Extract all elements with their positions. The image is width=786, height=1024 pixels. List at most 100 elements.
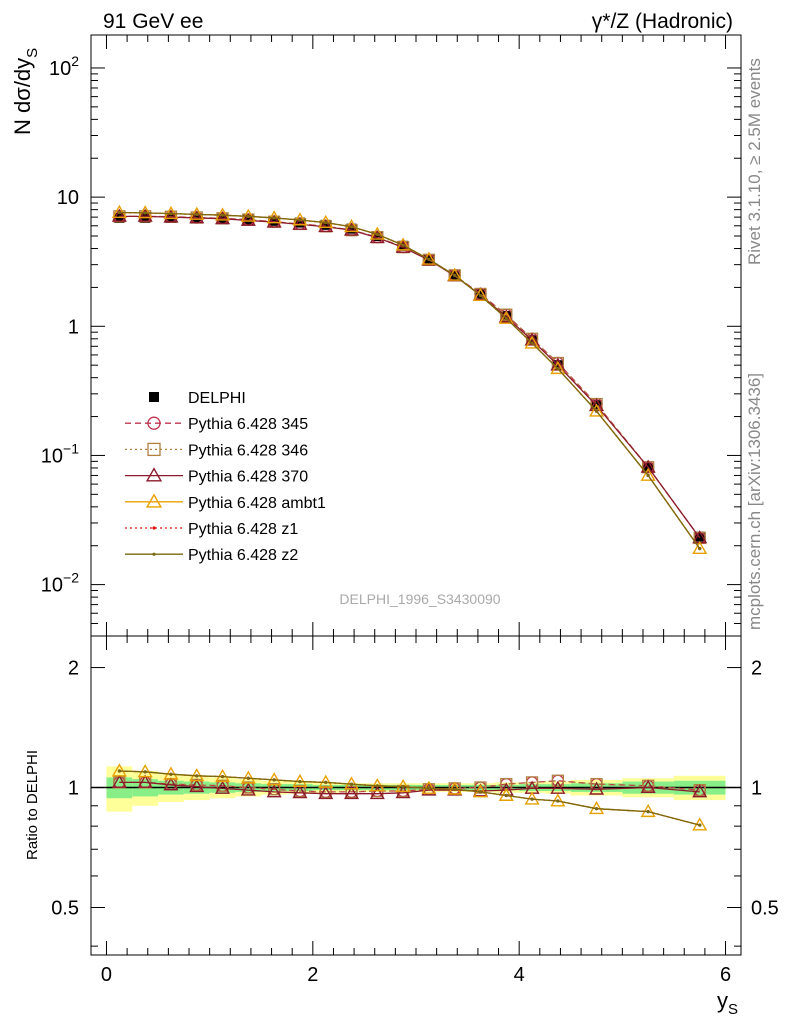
legend-label: Pythia 6.428 z1	[188, 521, 298, 538]
data-point-dot	[478, 790, 483, 794]
legend-label: Pythia 6.428 370	[188, 469, 308, 486]
data-point-triangle	[550, 780, 566, 794]
data-point-open-square	[242, 781, 255, 794]
data-point-square	[294, 217, 305, 228]
ratio-panel: 0.5 0.5 1 1 2 2 0 2 4 6 Ratio to DELPHI yS	[24, 635, 779, 1018]
data-point-triangle	[692, 784, 708, 798]
series-pythia-6-428-346	[113, 210, 706, 545]
series-line	[119, 215, 701, 539]
data-point-dot	[195, 774, 199, 778]
data-point-triangle	[145, 467, 163, 482]
data-point-triangle	[640, 467, 656, 481]
data-point-triangle	[447, 267, 463, 281]
data-point-dot	[324, 221, 328, 225]
data-point-dot	[646, 473, 650, 478]
main-plot-frame	[90, 34, 742, 637]
data-point-square	[694, 531, 705, 542]
data-point-dot	[698, 546, 702, 551]
data-point-dot	[349, 225, 354, 229]
y-tick-label: 1	[68, 316, 79, 338]
data-point-triangle	[589, 403, 605, 417]
data-point-dot	[401, 243, 405, 247]
data-point-dot	[556, 799, 560, 803]
legend-label: Pythia 6.428 346	[188, 442, 308, 459]
ratio-y-tick-label: 0.5	[51, 897, 79, 919]
data-point-dot	[324, 780, 328, 785]
x-tick-label: 0	[101, 964, 112, 986]
series-line	[119, 780, 700, 793]
data-point-triangle	[215, 211, 231, 225]
x-axis-label: yS	[717, 988, 738, 1018]
x-tick-label: 6	[720, 964, 731, 986]
ratio-y-tick-label: 1	[68, 778, 79, 800]
data-point-triangle	[266, 784, 282, 798]
data-point-dot	[220, 213, 225, 217]
series-pythia-6-428-370	[111, 208, 708, 544]
legend-item: Pythia 6.428 346	[125, 442, 308, 459]
series-pythia-6-428-370	[111, 774, 708, 800]
series-pythia-6-428-z2	[117, 769, 702, 827]
data-point-triangle	[524, 335, 540, 349]
legend-item: Pythia 6.428 345	[125, 416, 308, 433]
data-point-triangle	[111, 204, 127, 218]
data-point-triangle	[692, 540, 708, 555]
data-point-triangle	[318, 218, 334, 233]
data-point-triangle	[145, 493, 163, 508]
data-point-triangle	[111, 763, 127, 777]
data-point-open-square	[551, 774, 565, 787]
data-point-triangle	[240, 212, 256, 226]
data-point-open-square	[216, 779, 229, 792]
x-tick-label: 2	[307, 964, 318, 986]
data-point-triangle	[318, 785, 334, 800]
data-point-dot	[375, 232, 379, 236]
data-point-triangle	[292, 216, 308, 230]
legend-item: Pythia 6.428 ambt1	[125, 493, 326, 512]
data-point-triangle	[137, 774, 153, 788]
data-point-circle	[147, 416, 161, 430]
data-point-square	[149, 392, 159, 402]
data-point-dot	[272, 778, 276, 782]
data-point-dot	[504, 316, 508, 321]
main-y-axis-label: N dσ/dyS	[10, 48, 41, 135]
data-point-dot	[530, 797, 534, 801]
data-point-dot	[169, 772, 173, 776]
series-line	[119, 781, 700, 795]
data-point-triangle	[421, 782, 437, 796]
data-point-dot	[375, 784, 379, 788]
series-pythia-6-428-z2	[117, 210, 702, 551]
data-point-triangle	[589, 781, 605, 795]
data-point-triangle	[163, 205, 179, 220]
data-point-dot	[401, 785, 405, 789]
data-point-triangle	[137, 208, 153, 222]
series-delphi	[114, 212, 705, 542]
legend-item: Pythia 6.428 370	[125, 467, 308, 486]
data-point-dot	[698, 823, 702, 827]
series-line	[119, 215, 701, 539]
data-point-triangle	[447, 781, 463, 795]
data-point-dot	[594, 807, 599, 811]
data-point-dot	[594, 409, 599, 413]
data-point-triangle	[640, 459, 656, 473]
legend-item: DELPHI	[149, 390, 246, 407]
data-point-dot	[152, 526, 156, 530]
data-point-dot	[298, 218, 302, 222]
data-point-triangle	[137, 764, 153, 778]
data-point-dot	[220, 775, 225, 779]
data-point-square	[346, 223, 357, 234]
data-point-triangle	[369, 785, 385, 800]
data-point-square	[501, 311, 512, 322]
data-point-dot	[530, 341, 534, 345]
data-point-triangle	[343, 785, 360, 800]
data-point-triangle	[189, 210, 205, 224]
analysis-watermark: DELPHI_1996_S3430090	[339, 591, 500, 607]
series-pythia-6-428-345	[113, 210, 706, 545]
data-point-triangle	[111, 774, 127, 788]
legend-label: Pythia 6.428 z2	[188, 547, 298, 564]
data-point-dot	[349, 782, 354, 786]
legend-label: Pythia 6.428 345	[188, 416, 308, 433]
data-point-dot	[117, 210, 121, 215]
data-point-square	[269, 215, 280, 226]
data-point-triangle	[215, 780, 231, 794]
y-tick-label: 10−1	[41, 440, 79, 467]
data-point-dot	[143, 211, 147, 215]
